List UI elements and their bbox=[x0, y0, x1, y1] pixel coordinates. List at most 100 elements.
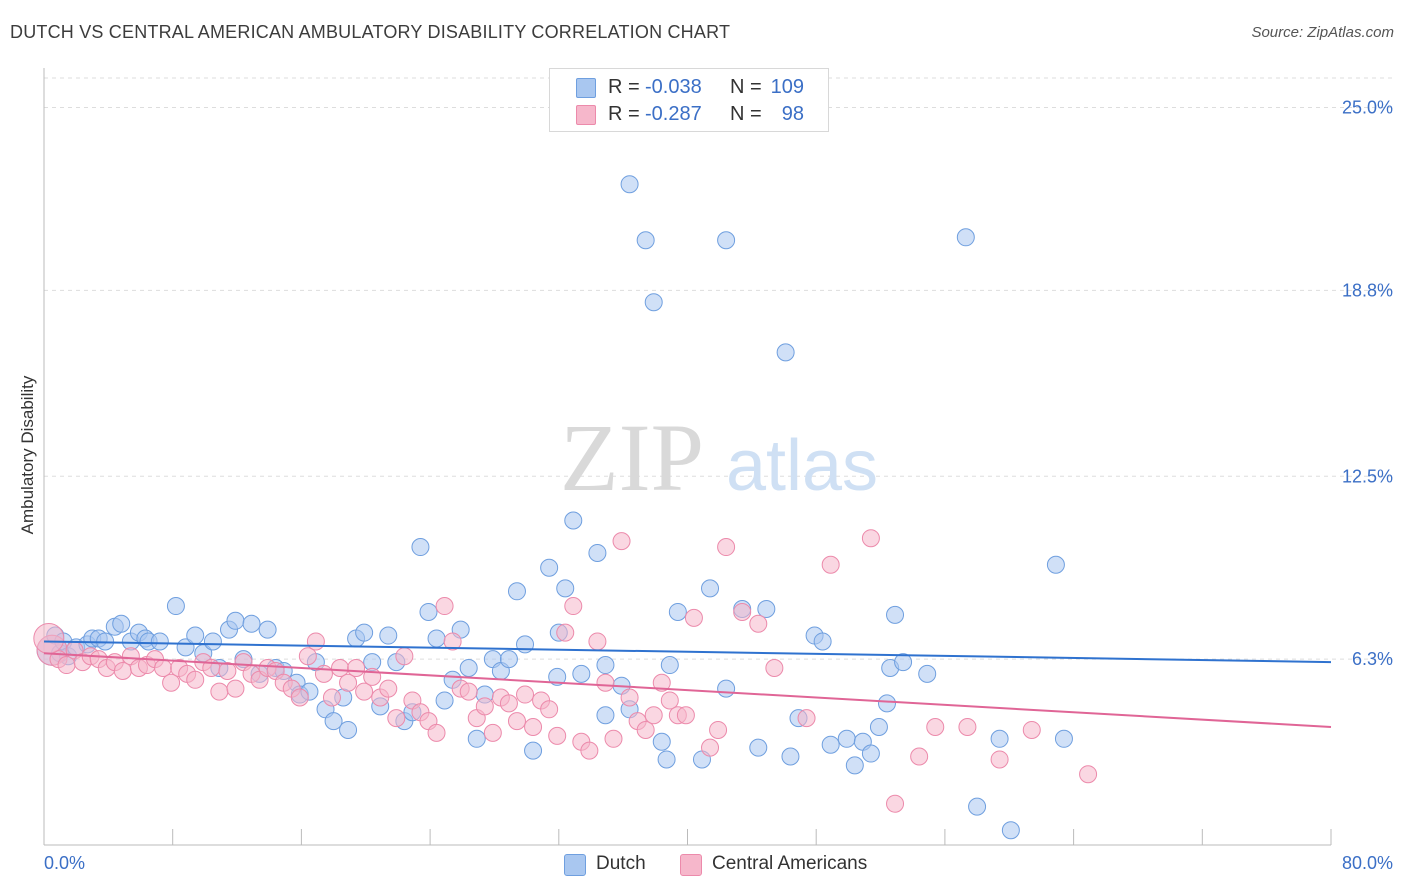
x-tick-label: 80.0% bbox=[1342, 853, 1393, 873]
dutch-point bbox=[467, 729, 486, 748]
r-label: R = bbox=[608, 76, 640, 98]
central-americans-point bbox=[660, 691, 679, 710]
dutch-point bbox=[435, 691, 454, 710]
central-americans-trend-line bbox=[43, 652, 1332, 728]
central-americans-point bbox=[427, 723, 446, 742]
dutch-point bbox=[548, 667, 567, 686]
central-americans-point bbox=[709, 720, 728, 739]
central-americans-point bbox=[322, 688, 341, 707]
dutch-point bbox=[564, 511, 583, 530]
central-americans-point bbox=[596, 673, 615, 692]
dutch-point bbox=[379, 626, 398, 645]
dutch-point bbox=[226, 611, 245, 630]
dutch-point bbox=[258, 620, 277, 639]
data-points bbox=[33, 175, 1098, 840]
central-americans-point bbox=[717, 538, 736, 557]
central-americans-point bbox=[676, 706, 695, 725]
dutch-point bbox=[524, 741, 543, 760]
central-americans-point bbox=[701, 738, 720, 757]
dutch-point bbox=[776, 343, 795, 362]
watermark-zip: ZIP bbox=[560, 404, 704, 511]
central-americans-point bbox=[564, 597, 583, 616]
central-americans-swatch bbox=[576, 105, 596, 125]
dutch-point bbox=[781, 747, 800, 766]
central-americans-point bbox=[162, 673, 181, 692]
central-americans-point bbox=[821, 555, 840, 574]
dutch-point bbox=[572, 664, 591, 683]
central-americans-point bbox=[298, 647, 317, 666]
dutch-point bbox=[150, 632, 169, 651]
trend-lines bbox=[43, 640, 1332, 728]
dutch-point bbox=[556, 579, 575, 598]
central-americans-point bbox=[387, 709, 406, 728]
dutch-point bbox=[894, 653, 913, 672]
dutch-point bbox=[877, 694, 896, 713]
central-americans-point bbox=[33, 623, 65, 654]
dutch-point bbox=[837, 729, 856, 748]
chart-title: DUTCH VS CENTRAL AMERICAN AMBULATORY DIS… bbox=[10, 22, 731, 42]
dutch-point bbox=[427, 629, 446, 648]
central-americans-point bbox=[347, 659, 366, 677]
stats-row-central-americans: R = -0.287 N = 98 bbox=[550, 101, 828, 127]
r-value: -0.287 bbox=[645, 103, 702, 125]
dutch-point bbox=[459, 659, 478, 677]
watermark-atlas: atlas bbox=[726, 426, 878, 506]
legend-swatch-dutch bbox=[564, 854, 586, 876]
dutch-point bbox=[821, 735, 840, 754]
central-americans-point bbox=[339, 673, 358, 692]
dutch-point bbox=[419, 602, 438, 621]
dutch-point bbox=[968, 797, 987, 816]
watermark: ZIP atlas bbox=[560, 404, 878, 511]
dutch-point bbox=[203, 632, 222, 651]
central-americans-point bbox=[749, 614, 768, 633]
dutch-point bbox=[540, 558, 559, 577]
central-americans-point bbox=[210, 682, 229, 701]
central-americans-point bbox=[113, 661, 132, 680]
central-americans-point bbox=[475, 697, 494, 716]
dutch-point bbox=[1046, 555, 1065, 574]
dutch-point bbox=[324, 712, 343, 731]
r-value: -0.038 bbox=[645, 76, 702, 98]
central-americans-point bbox=[797, 709, 816, 728]
central-americans-point bbox=[395, 647, 414, 666]
central-americans-point bbox=[886, 794, 905, 813]
dutch-point bbox=[1001, 821, 1020, 840]
central-americans-point bbox=[499, 694, 518, 713]
y-tick-label: 18.8% bbox=[1342, 280, 1393, 300]
central-americans-point bbox=[580, 741, 599, 760]
central-americans-point bbox=[540, 700, 559, 719]
y-tick-label: 12.5% bbox=[1342, 466, 1393, 486]
dutch-point bbox=[660, 656, 679, 675]
dutch-point bbox=[657, 750, 676, 769]
central-americans-point bbox=[186, 670, 205, 689]
dutch-point bbox=[516, 635, 535, 654]
central-americans-point bbox=[556, 623, 575, 642]
dutch-point bbox=[588, 543, 607, 562]
dutch-point bbox=[717, 679, 736, 698]
central-americans-point bbox=[910, 747, 929, 766]
legend-label-dutch: Dutch bbox=[596, 853, 646, 874]
axes bbox=[43, 68, 1332, 846]
dutch-point bbox=[186, 626, 205, 645]
central-americans-point bbox=[733, 602, 752, 621]
central-americans-point bbox=[588, 632, 607, 651]
central-americans-point bbox=[524, 718, 543, 736]
legend-label-central-americans: Central Americans bbox=[712, 853, 868, 874]
dutch-point bbox=[749, 738, 768, 757]
dutch-point bbox=[620, 175, 639, 194]
dutch-trend-line bbox=[43, 640, 1332, 664]
dutch-point bbox=[596, 656, 615, 675]
central-americans-point bbox=[861, 529, 880, 548]
dutch-point bbox=[717, 231, 736, 250]
dutch-point bbox=[596, 706, 615, 725]
legend-swatch-central-americans bbox=[680, 854, 702, 876]
source-credit: Source: ZipAtlas.com bbox=[1251, 24, 1394, 41]
central-americans-point bbox=[435, 597, 454, 616]
stats-box: R = -0.038 N = 109 R = -0.287 N = 98 bbox=[549, 68, 829, 132]
dutch-point bbox=[644, 293, 663, 312]
central-americans-point bbox=[516, 685, 535, 704]
central-americans-point bbox=[548, 726, 567, 745]
dutch-swatch bbox=[576, 78, 596, 98]
tick-labels: 6.3% 12.5% 18.8% 25.0% 0.0% 80.0% bbox=[44, 98, 1393, 874]
